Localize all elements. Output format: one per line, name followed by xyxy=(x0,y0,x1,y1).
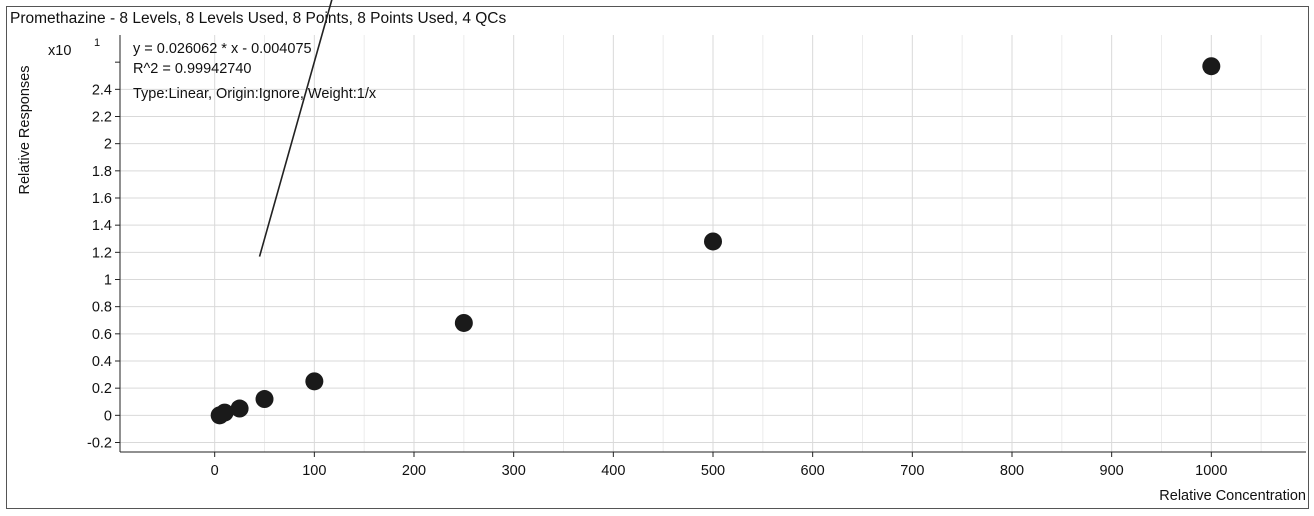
type-annotation: Type:Linear, Origin:Ignore, Weight:1/x xyxy=(133,86,377,102)
y-tick-label: 1.2 xyxy=(92,245,112,261)
data-point xyxy=(215,403,234,422)
fit-line xyxy=(258,0,333,257)
x-tick-label: 0 xyxy=(211,463,219,479)
x-tick-label: 800 xyxy=(1000,463,1024,479)
y-multiplier-exponent: 1 xyxy=(94,37,100,49)
chart-title: Promethazine - 8 Levels, 8 Levels Used, … xyxy=(10,10,506,27)
y-tick-label: 0 xyxy=(104,408,112,424)
y-tick-label: 0.4 xyxy=(92,354,112,370)
x-tick-label: 200 xyxy=(402,463,426,479)
y-tick-label: 1.8 xyxy=(92,164,112,180)
chart-frame xyxy=(6,6,1309,509)
fit-line-layer xyxy=(258,0,333,257)
x-tick-label: 100 xyxy=(302,463,326,479)
data-point xyxy=(255,390,274,409)
data-point xyxy=(454,313,473,332)
x-tick-label: 600 xyxy=(801,463,825,479)
grid-layer xyxy=(120,35,1306,452)
equation-annotation: y = 0.026062 * x - 0.004075 xyxy=(133,41,312,57)
y-tick-label: 1.4 xyxy=(92,218,112,234)
x-tick-label: 900 xyxy=(1100,463,1124,479)
x-tick-label: 700 xyxy=(900,463,924,479)
y-tick-label: 0.6 xyxy=(92,327,112,343)
data-point xyxy=(704,232,722,251)
y-multiplier-label: x10 xyxy=(48,43,71,59)
y-tick-label: 2 xyxy=(104,137,112,153)
y-tick-label: 2.4 xyxy=(92,82,112,98)
y-tick-label: 0.8 xyxy=(92,300,112,316)
y-tick-label: 1 xyxy=(104,272,112,288)
data-point xyxy=(1202,57,1221,76)
x-tick-label: 300 xyxy=(502,463,526,479)
y-tick-label: -0.2 xyxy=(87,435,112,451)
r-squared-annotation: R^2 = 0.99942740 xyxy=(133,61,251,77)
x-axis-label: Relative Concentration xyxy=(1159,488,1306,504)
x-tick-label: 1000 xyxy=(1195,463,1227,479)
y-tick-label: 2.2 xyxy=(92,109,112,125)
x-tick-label: 500 xyxy=(701,463,725,479)
data-point xyxy=(230,399,249,418)
axis-layer: -0.2 0 0.2 0.4 0.6 0.8 1 1.2 1.4 1.6 1.8 2 2.2 2.4 0 10… xyxy=(87,35,1306,479)
y-tick-label: 1.6 xyxy=(92,191,112,207)
point-layer xyxy=(210,57,1221,425)
y-axis-label: Relative Responses xyxy=(17,66,33,195)
x-tick-label: 400 xyxy=(601,463,625,479)
y-tick-label: 0.2 xyxy=(92,381,112,397)
data-point xyxy=(305,372,324,391)
